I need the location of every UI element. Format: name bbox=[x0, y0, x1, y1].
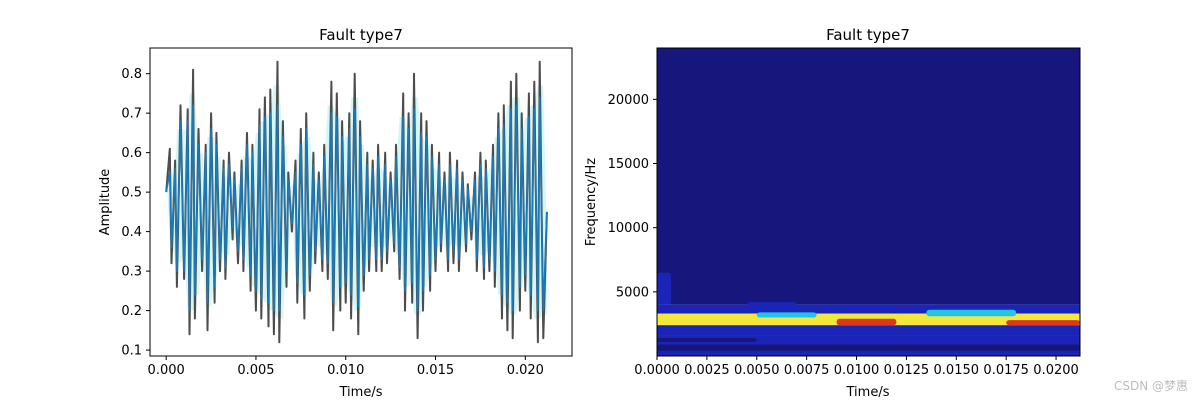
spectrogram-patch bbox=[1026, 273, 1080, 290]
spectrogram-patch bbox=[666, 318, 717, 324]
spectrogram-band bbox=[657, 325, 1080, 336]
spectrogram-patch bbox=[956, 273, 1007, 290]
waveform-chart: 0.000 0.005 0.010 0.015 0.020 0.10.20.30.40.… bbox=[98, 26, 573, 400]
spectrogram-x-tick-label: 0.0075 bbox=[784, 363, 830, 378]
waveform-x-label: Time/s bbox=[339, 385, 383, 400]
spectrogram-x-tick-label: 0.0175 bbox=[983, 363, 1029, 378]
waveform-y-tick-label: 0.8 bbox=[121, 67, 142, 82]
waveform-x-tick-label: 0.020 bbox=[507, 363, 544, 378]
spectrogram-patch bbox=[657, 272, 671, 305]
spectrogram-patch bbox=[766, 276, 807, 288]
spectrogram-band bbox=[657, 48, 1080, 241]
spectrogram-patch bbox=[657, 338, 757, 342]
waveform-x-tick-label: 0.015 bbox=[417, 363, 454, 378]
spectrogram-title: Fault type7 bbox=[826, 26, 910, 44]
spectrogram-patch bbox=[846, 268, 887, 290]
spectrogram-patches bbox=[657, 255, 1080, 351]
spectrogram-patch bbox=[756, 312, 817, 318]
waveform-y-tick-label: 0.3 bbox=[121, 265, 142, 280]
waveform-y-tick-label: 0.7 bbox=[121, 107, 142, 122]
spectrogram-x-tick-label: 0.0150 bbox=[934, 363, 980, 378]
spectrogram-y-tick-label: 20000 bbox=[608, 93, 649, 108]
waveform-y-tick-label: 0.2 bbox=[121, 304, 142, 319]
spectrogram-patch bbox=[926, 309, 1017, 317]
waveform-x-tick-label: 0.000 bbox=[148, 363, 185, 378]
waveform-title: Fault type7 bbox=[319, 26, 403, 44]
spectrogram-patch bbox=[686, 272, 727, 290]
spectrogram-patch bbox=[896, 275, 927, 290]
spectrogram-y-tick-label: 5000 bbox=[616, 285, 649, 300]
spectrogram-plot-frame bbox=[656, 47, 1081, 357]
waveform-y-tick-label: 0.1 bbox=[121, 344, 142, 359]
watermark: CSDN @梦惠 bbox=[1114, 379, 1188, 393]
waveform-lines bbox=[165, 60, 548, 344]
spectrogram-patch bbox=[786, 255, 847, 274]
spectrogram-y-tick-label: 15000 bbox=[608, 157, 649, 172]
spectrogram-x-tick-label: 0.0000 bbox=[634, 363, 680, 378]
waveform-y-tick-label: 0.6 bbox=[121, 146, 142, 161]
waveform-series-line-1 bbox=[165, 96, 548, 312]
spectrogram-patch bbox=[736, 255, 767, 273]
spectrogram-x-label: Time/s bbox=[846, 385, 890, 400]
spectrogram-patch bbox=[1006, 320, 1080, 326]
spectrogram-y-ticks: 5000 10000 15000 20000 bbox=[608, 93, 657, 300]
spectrogram-y-tick-label: 10000 bbox=[608, 221, 649, 236]
spectrogram-x-tick-label: 0.0200 bbox=[1033, 363, 1079, 378]
waveform-y-tick-label: 0.4 bbox=[121, 225, 142, 240]
spectrogram-y-label: Frequency/Hz bbox=[584, 158, 599, 246]
spectrogram-x-tick-label: 0.0100 bbox=[834, 363, 880, 378]
waveform-x-ticks: 0.000 0.005 0.010 0.015 0.020 bbox=[148, 356, 544, 378]
spectrogram-patch bbox=[746, 302, 797, 312]
waveform-y-label: Amplitude bbox=[98, 169, 113, 236]
spectrogram-bands bbox=[657, 48, 1080, 356]
spectrogram-band bbox=[657, 304, 1080, 314]
spectrogram-patch bbox=[1006, 259, 1027, 273]
spectrogram-x-tick-label: 0.0025 bbox=[684, 363, 730, 378]
spectrogram-patch bbox=[657, 344, 1080, 351]
spectrogram-chart: 0.0000 0.0025 0.0050 0.0075 0.0100 0.0125 0.01… bbox=[584, 26, 1081, 400]
spectrogram-x-tick-label: 0.0050 bbox=[734, 363, 780, 378]
spectrogram-patch bbox=[906, 255, 947, 273]
waveform-y-tick-label: 0.5 bbox=[121, 186, 142, 201]
waveform-plot-frame bbox=[149, 47, 573, 357]
spectrogram-x-tick-label: 0.0125 bbox=[884, 363, 930, 378]
waveform-x-tick-label: 0.010 bbox=[327, 363, 364, 378]
waveform-y-ticks: 0.1 0.2 0.3 0.4 0.5 0.6 0.7 0.8 bbox=[121, 67, 150, 359]
spectrogram-patch bbox=[836, 318, 897, 326]
waveform-x-tick-label: 0.005 bbox=[237, 363, 274, 378]
spectrogram-x-ticks: 0.0000 0.0025 0.0050 0.0075 0.0100 0.0125 0.01… bbox=[634, 356, 1079, 378]
